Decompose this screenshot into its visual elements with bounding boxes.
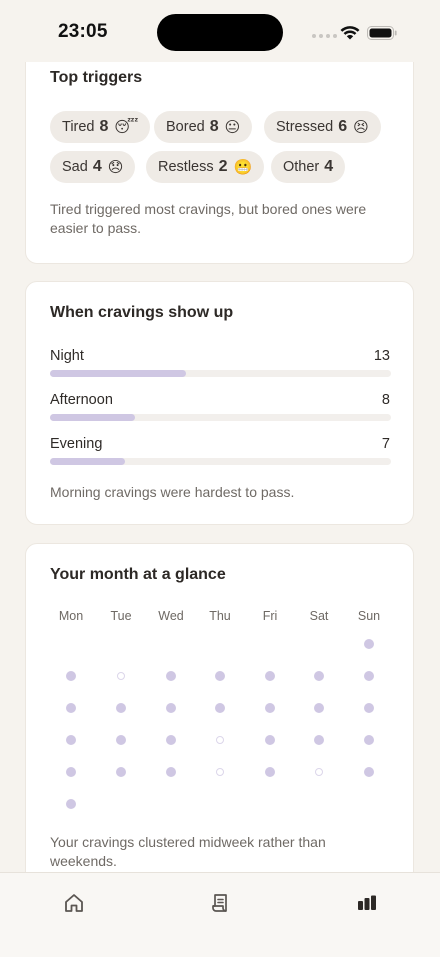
progress-fill — [50, 370, 187, 377]
tab-home[interactable] — [60, 889, 88, 917]
persevering-face-icon: 😣 — [353, 119, 369, 136]
weekday-label: Wed — [158, 609, 184, 623]
tab-bar — [0, 872, 440, 957]
trigger-chip-stressed[interactable]: Stressed 6 😣 — [264, 111, 381, 143]
day-dot-filled[interactable] — [66, 767, 76, 777]
tab-stats[interactable] — [353, 889, 381, 917]
chip-count: 2 — [218, 158, 228, 175]
day-dot-filled[interactable] — [364, 639, 374, 649]
chip-count: 8 — [99, 118, 109, 135]
day-dot-filled[interactable] — [364, 703, 374, 713]
weekday-label: Tue — [110, 609, 132, 623]
day-dot-filled[interactable] — [66, 703, 76, 713]
chip-count: 4 — [92, 158, 102, 175]
neutral-face-icon: 😐 — [224, 119, 241, 136]
times-note: Morning cravings were hardest to pass. — [50, 484, 295, 500]
day-dot-filled[interactable] — [116, 735, 126, 745]
trigger-chip-restless[interactable]: Restless 2 😬 — [146, 151, 265, 183]
day-dot-filled[interactable] — [314, 671, 324, 681]
dynamic-island — [157, 14, 283, 51]
day-dot-filled[interactable] — [314, 703, 324, 713]
day-dot-filled[interactable] — [265, 703, 275, 713]
day-dot-filled[interactable] — [166, 767, 176, 777]
day-dot-empty[interactable] — [315, 768, 323, 776]
time-row-value: 8 — [381, 392, 390, 408]
progress-track — [50, 414, 391, 421]
trigger-chip-bored[interactable]: Bored 8 😐 — [154, 111, 253, 143]
day-dot-empty[interactable] — [216, 768, 224, 776]
chip-label: Bored — [166, 119, 205, 135]
day-dot-empty[interactable] — [117, 672, 125, 680]
day-dot-filled[interactable] — [166, 735, 176, 745]
weekday-label: Sun — [357, 609, 381, 623]
chip-label: Other — [283, 159, 320, 175]
card-title: Top triggers — [50, 69, 143, 86]
triggers-note: Tired triggered most cravings, but bored… — [50, 201, 367, 236]
stats-icon — [358, 895, 376, 910]
day-dot-filled[interactable] — [66, 671, 76, 681]
time-row-label: Afternoon — [50, 392, 113, 408]
trigger-chip-other[interactable]: Other 4 — [271, 151, 346, 183]
day-dot-empty[interactable] — [216, 736, 224, 744]
grimacing-face-icon: 😬 — [233, 159, 253, 176]
chip-label: Stressed — [276, 119, 334, 135]
trigger-chip-tired[interactable]: Tired 8 😴 — [50, 111, 151, 143]
day-dot-filled[interactable] — [166, 671, 176, 681]
battery-icon — [367, 26, 397, 40]
day-dot-filled[interactable] — [66, 735, 76, 745]
time-row-label: Evening — [50, 436, 103, 452]
chip-label: Tired — [62, 119, 95, 135]
day-dot-filled[interactable] — [364, 735, 374, 745]
cellular-signal-icon — [312, 34, 337, 38]
chip-label: Restless — [158, 159, 214, 175]
month-note: Your cravings clustered midweek rather t… — [50, 834, 326, 869]
time-row-value: 7 — [381, 436, 390, 452]
month-glance-card: Your month at a glance Mon Tue Wed Thu Fri Sa… — [25, 543, 414, 888]
chip-count: 8 — [209, 118, 219, 135]
weekday-label: Thu — [209, 609, 231, 623]
day-dot-filled[interactable] — [364, 671, 374, 681]
time-row-label: Night — [50, 348, 84, 364]
day-dot-filled[interactable] — [215, 671, 225, 681]
time-row-value: 13 — [373, 348, 390, 364]
weekday-label: Sat — [309, 609, 329, 623]
day-dot-filled[interactable] — [364, 767, 374, 777]
card-title: When cravings show up — [50, 304, 234, 321]
progress-track — [50, 458, 391, 465]
trigger-chip-sad[interactable]: Sad 4 😞 — [50, 151, 136, 183]
home-icon — [65, 894, 83, 912]
card-title: Your month at a glance — [50, 566, 226, 583]
journal-icon — [212, 894, 227, 912]
day-dot-filled[interactable] — [215, 703, 225, 713]
day-dot-filled[interactable] — [66, 799, 76, 809]
time-of-day-card: When cravings show up Night 13 Afternoon… — [25, 281, 414, 525]
chip-count: 6 — [338, 118, 348, 135]
progress-fill — [50, 414, 136, 421]
day-dot-filled[interactable] — [265, 767, 275, 777]
day-dot-filled[interactable] — [314, 735, 324, 745]
progress-fill — [50, 458, 126, 465]
day-dot-filled[interactable] — [265, 671, 275, 681]
day-dot-filled[interactable] — [116, 767, 126, 777]
sleeping-face-icon: 😴 — [114, 119, 139, 136]
progress-track — [50, 370, 391, 377]
tab-journal[interactable] — [206, 889, 234, 917]
status-bar: 23:05 — [0, 0, 440, 62]
day-dot-filled[interactable] — [116, 703, 126, 713]
weekday-label: Mon — [58, 609, 84, 623]
chip-label: Sad — [62, 159, 88, 175]
status-time: 23:05 — [58, 21, 108, 42]
chip-count: 4 — [324, 158, 334, 175]
day-dot-filled[interactable] — [265, 735, 275, 745]
weekday-label: Fri — [262, 609, 278, 623]
day-dot-filled[interactable] — [166, 703, 176, 713]
top-triggers-card: Top triggers Tired 8 😴 Bored 8 😐 Stresse… — [25, 40, 414, 264]
disappointed-face-icon: 😞 — [107, 159, 124, 176]
wifi-icon — [340, 26, 360, 40]
